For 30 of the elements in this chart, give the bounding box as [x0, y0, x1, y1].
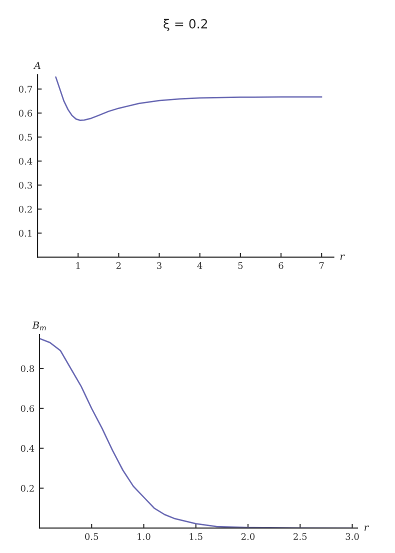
x-tick-label: 6: [278, 262, 284, 269]
y-tick-label: 0.7: [18, 86, 32, 93]
x-tick-label: 3: [157, 262, 162, 269]
x-tick-label: 2.5: [294, 533, 307, 540]
y-tick-label: 0.4: [18, 158, 32, 165]
line-series: [55, 76, 322, 121]
y-tick-label: 0.5: [18, 134, 32, 141]
y-tick-label: 0.2: [20, 484, 34, 492]
x-axis-title: r: [340, 254, 345, 260]
x-tick-label: 4: [197, 262, 202, 269]
y-axis-title: A: [33, 62, 41, 69]
x-tick-label: 3.0: [346, 533, 359, 540]
x-tick-label: 1.5: [190, 533, 202, 540]
y-tick-label: 0.2: [18, 206, 32, 213]
x-tick-label: 2.0: [241, 533, 255, 540]
y-tick-label: 0.8: [20, 365, 34, 372]
y-tick-label: 0.6: [20, 405, 34, 412]
y-tick-label: 0.1: [18, 230, 32, 237]
y-axis-title: B$_{m}$: [32, 322, 46, 330]
x-tick-label: 7: [319, 262, 324, 269]
x-tick-label: 1: [76, 262, 80, 269]
y-tick-label: 0.4: [20, 445, 34, 452]
x-tick-label: 2: [116, 262, 121, 269]
x-tick-label: 5: [238, 262, 243, 269]
y-tick-label: 0.6: [18, 110, 32, 117]
y-tick-label: 0.3: [18, 182, 32, 189]
x-axis-title: r: [364, 526, 369, 531]
chart-title: ξ = 0.2: [164, 18, 208, 31]
x-tick-label: 0.5: [85, 533, 98, 540]
x-tick-label: 1.0: [138, 533, 150, 540]
